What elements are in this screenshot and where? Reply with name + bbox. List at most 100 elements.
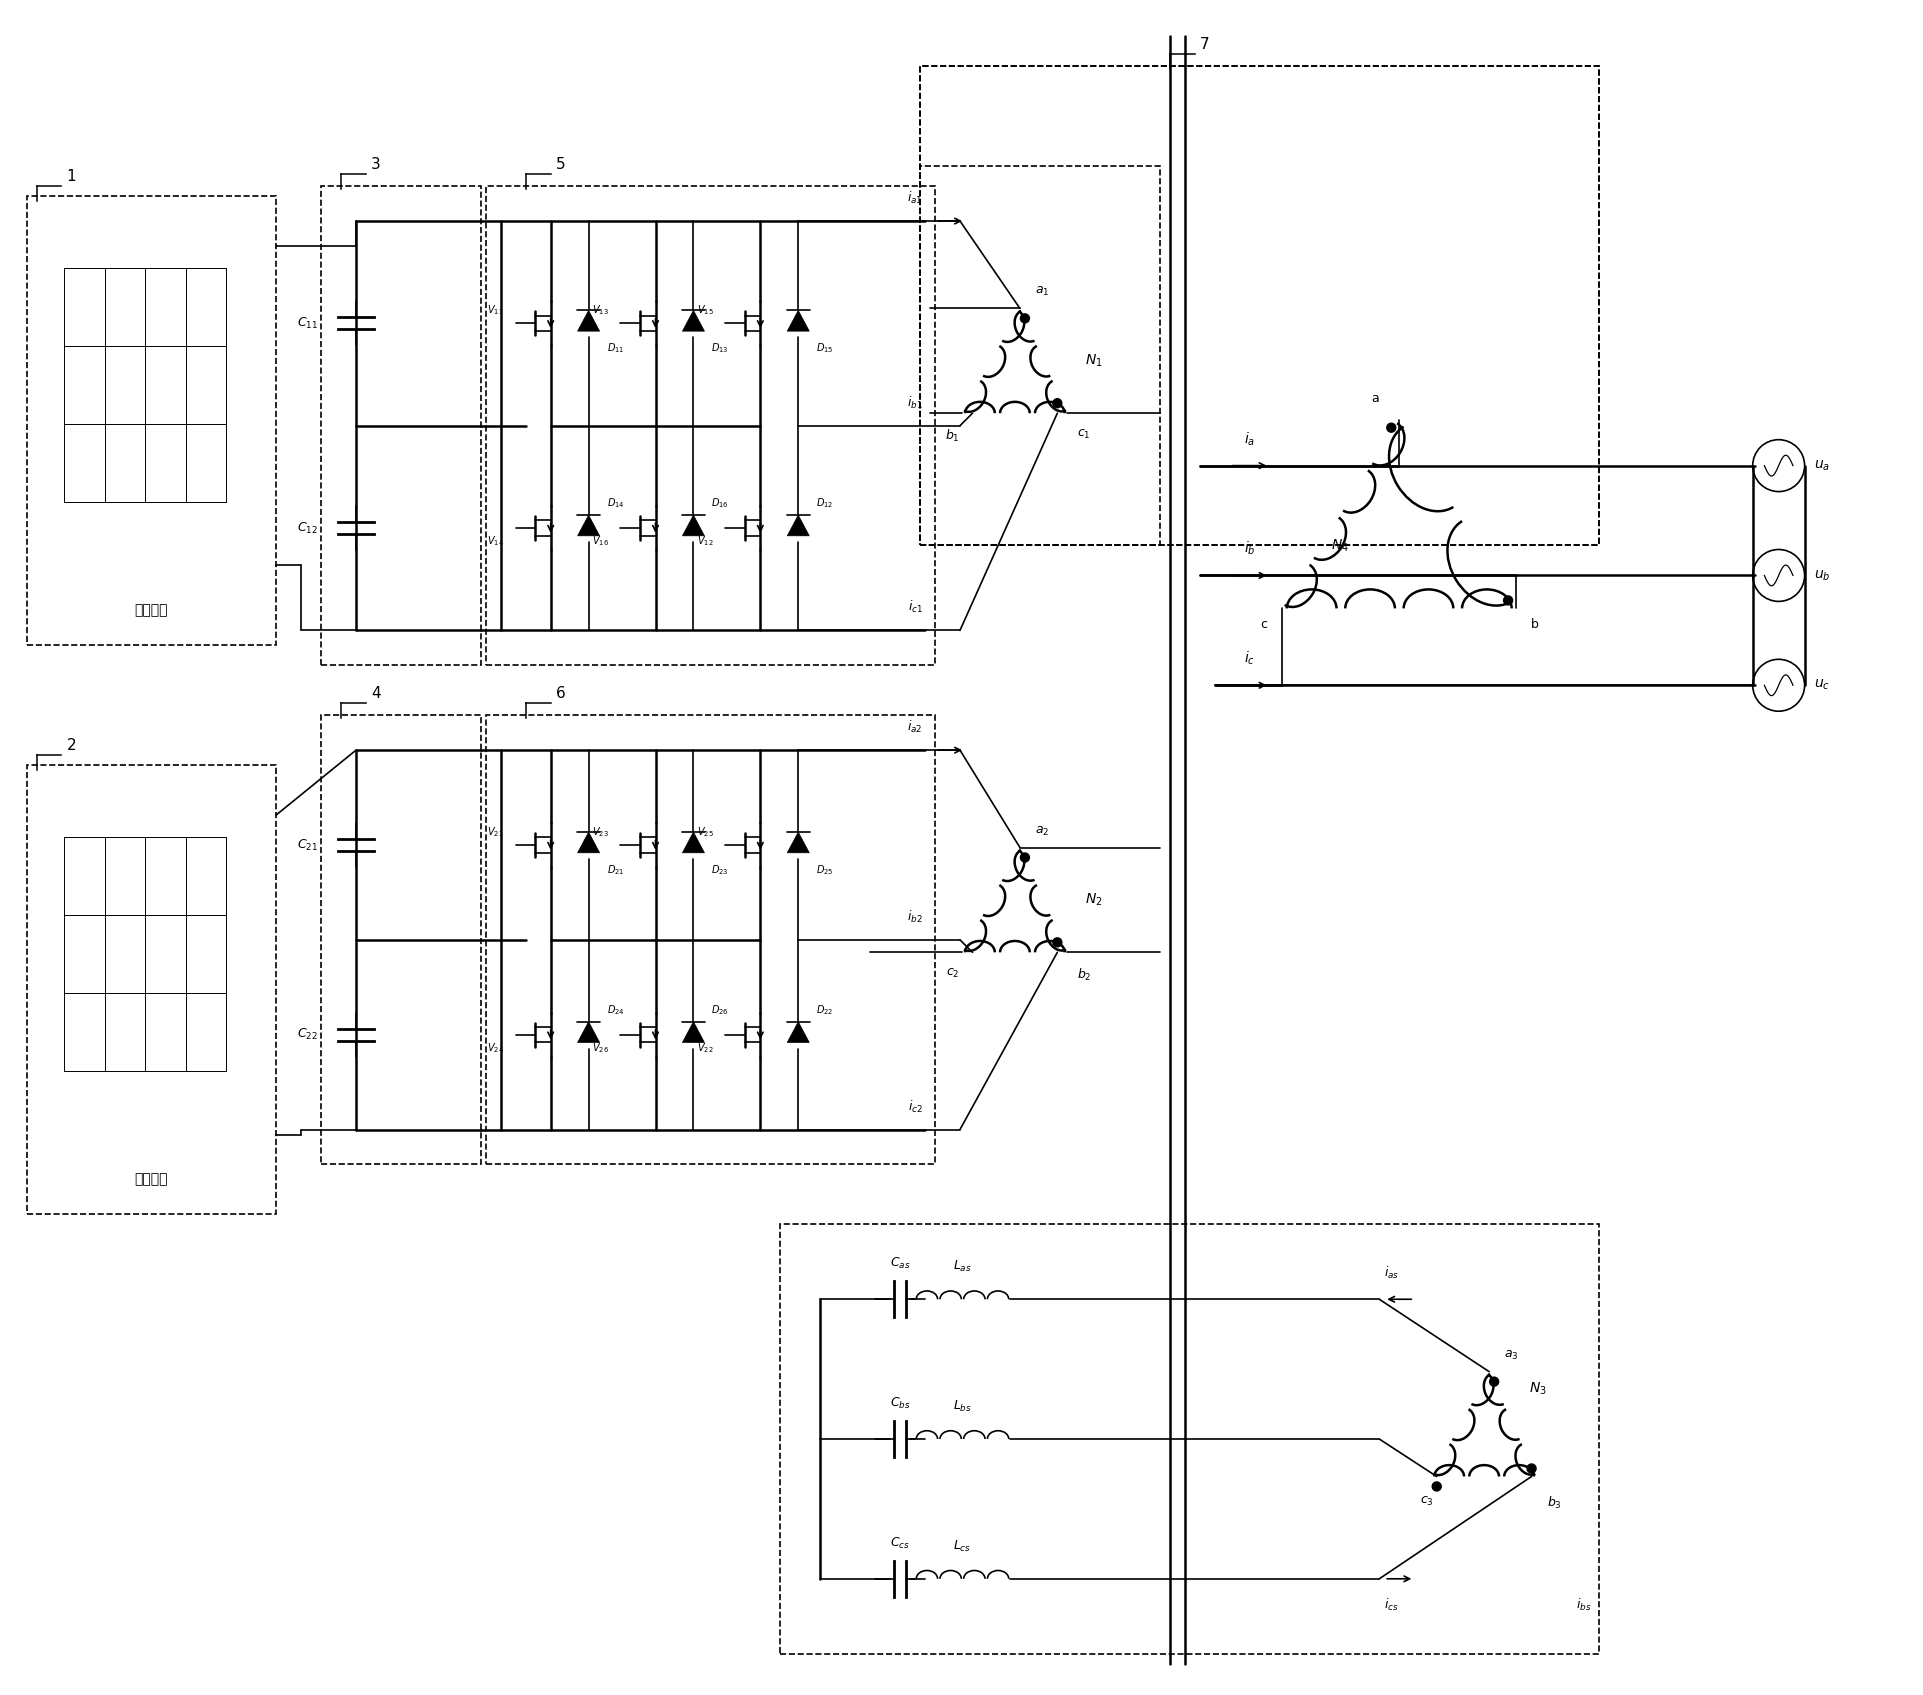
Text: $D_{24}$: $D_{24}$ [606, 1003, 625, 1017]
Text: $i_{cs}$: $i_{cs}$ [1385, 1597, 1398, 1614]
Text: $i_{b1}$: $i_{b1}$ [908, 395, 923, 410]
Text: $b_3$: $b_3$ [1546, 1495, 1561, 1510]
Bar [27, 197, 277, 646]
Text: $C_{cs}$: $C_{cs}$ [890, 1536, 910, 1551]
Text: $N_1$: $N_1$ [1085, 353, 1102, 370]
Text: c: c [1260, 619, 1267, 631]
Text: $V_{16}$: $V_{16}$ [592, 534, 610, 547]
Text: $L_{cs}$: $L_{cs}$ [954, 1539, 971, 1554]
Circle shape [1386, 424, 1396, 432]
Text: $i_{b2}$: $i_{b2}$ [908, 909, 923, 925]
Text: $a_1$: $a_1$ [1035, 285, 1050, 298]
Text: $i_{a}$: $i_{a}$ [1244, 431, 1256, 447]
Text: 4: 4 [371, 686, 381, 702]
Bar [919, 166, 1160, 546]
Bar [919, 66, 1598, 546]
Bar [321, 715, 481, 1164]
Text: $i_{c1}$: $i_{c1}$ [908, 600, 923, 615]
Text: $D_{25}$: $D_{25}$ [815, 863, 835, 876]
Text: $D_{16}$: $D_{16}$ [712, 497, 729, 510]
Text: $u_c$: $u_c$ [1813, 678, 1829, 693]
Polygon shape [577, 1022, 600, 1042]
Text: 光伏阵列: 光伏阵列 [135, 603, 167, 617]
Text: $L_{bs}$: $L_{bs}$ [954, 1398, 971, 1414]
Polygon shape [683, 515, 704, 536]
Text: 2: 2 [67, 737, 77, 753]
Circle shape [1504, 597, 1513, 605]
Text: $V_{13}$: $V_{13}$ [592, 303, 610, 317]
Text: $c_3$: $c_3$ [1419, 1495, 1435, 1507]
Text: $C_{22}$: $C_{22}$ [298, 1027, 317, 1042]
Text: $V_{14}$: $V_{14}$ [487, 534, 504, 547]
Polygon shape [577, 832, 600, 853]
Text: $V_{12}$: $V_{12}$ [698, 534, 713, 547]
Text: $C_{21}$: $C_{21}$ [296, 837, 317, 853]
Bar [487, 715, 935, 1164]
Circle shape [1054, 398, 1061, 408]
Text: $V_{22}$: $V_{22}$ [698, 1041, 713, 1054]
Text: $i_{b}$: $i_{b}$ [1244, 541, 1256, 558]
Text: $u_a$: $u_a$ [1813, 458, 1829, 473]
Text: b: b [1531, 619, 1538, 631]
Text: $a_2$: $a_2$ [1035, 824, 1050, 837]
Circle shape [1021, 314, 1029, 322]
Text: $C_{12}$: $C_{12}$ [298, 520, 317, 536]
Text: 3: 3 [371, 158, 381, 173]
Text: $i_{bs}$: $i_{bs}$ [1577, 1597, 1592, 1614]
Text: $V_{26}$: $V_{26}$ [592, 1041, 610, 1054]
Bar [781, 1224, 1598, 1654]
Bar [27, 764, 277, 1214]
Text: $V_{11}$: $V_{11}$ [487, 303, 504, 317]
Text: $D_{26}$: $D_{26}$ [712, 1003, 729, 1017]
Text: $b_1$: $b_1$ [946, 429, 960, 444]
Text: $a_3$: $a_3$ [1504, 1349, 1519, 1361]
Text: $V_{23}$: $V_{23}$ [592, 825, 610, 839]
Text: $b_2$: $b_2$ [1077, 968, 1092, 983]
Text: $L_{as}$: $L_{as}$ [954, 1259, 971, 1275]
Circle shape [1433, 1481, 1440, 1492]
Text: 1: 1 [67, 170, 77, 185]
Polygon shape [683, 310, 704, 331]
Text: a: a [1371, 392, 1379, 405]
Text: $u_b$: $u_b$ [1813, 568, 1831, 583]
Text: $D_{21}$: $D_{21}$ [606, 863, 625, 876]
Circle shape [1527, 1464, 1536, 1473]
Text: $D_{13}$: $D_{13}$ [712, 341, 729, 356]
Text: $N_3$: $N_3$ [1529, 1381, 1546, 1397]
Polygon shape [787, 310, 810, 331]
Text: $i_{c}$: $i_{c}$ [1244, 649, 1256, 668]
Polygon shape [787, 515, 810, 536]
Bar [321, 186, 481, 666]
Circle shape [1021, 853, 1029, 863]
Text: $i_{as}$: $i_{as}$ [1385, 1264, 1400, 1281]
Text: $D_{23}$: $D_{23}$ [712, 863, 729, 876]
Polygon shape [787, 832, 810, 853]
Circle shape [1054, 937, 1061, 948]
Text: $V_{24}$: $V_{24}$ [487, 1041, 504, 1054]
Text: $D_{14}$: $D_{14}$ [606, 497, 625, 510]
Text: $V_{15}$: $V_{15}$ [696, 303, 713, 317]
Text: $C_{bs}$: $C_{bs}$ [890, 1397, 910, 1410]
Text: 5: 5 [556, 158, 565, 173]
Text: $i_{c2}$: $i_{c2}$ [908, 1098, 923, 1115]
Text: $C_{as}$: $C_{as}$ [890, 1256, 910, 1271]
Text: $i_{a2}$: $i_{a2}$ [908, 719, 923, 736]
Text: $N_4$: $N_4$ [1331, 537, 1350, 554]
Polygon shape [787, 1022, 810, 1042]
Text: 光伏阵列: 光伏阵列 [135, 1173, 167, 1186]
Text: 6: 6 [556, 686, 565, 702]
Text: $D_{12}$: $D_{12}$ [815, 497, 835, 510]
Bar [919, 66, 1598, 546]
Text: $c_2$: $c_2$ [946, 968, 960, 980]
Text: $V_{25}$: $V_{25}$ [696, 825, 713, 839]
Circle shape [1490, 1376, 1498, 1387]
Text: 7: 7 [1200, 37, 1210, 53]
Text: $N_2$: $N_2$ [1085, 892, 1102, 909]
Polygon shape [683, 1022, 704, 1042]
Text: $i_{a1}$: $i_{a1}$ [908, 190, 923, 207]
Polygon shape [577, 515, 600, 536]
Polygon shape [577, 310, 600, 331]
Polygon shape [683, 832, 704, 853]
Text: $D_{15}$: $D_{15}$ [815, 341, 835, 356]
Text: $D_{22}$: $D_{22}$ [815, 1003, 835, 1017]
